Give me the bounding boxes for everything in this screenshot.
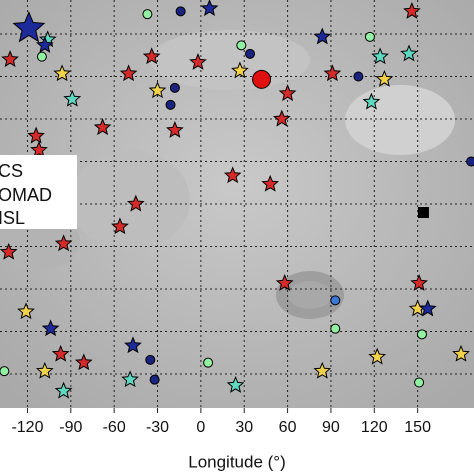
- star-marker: [418, 299, 437, 317]
- star-marker: [51, 344, 70, 362]
- x-tick-label: -120: [11, 419, 43, 436]
- star-marker: [142, 47, 161, 65]
- legend-label: CS: [0, 161, 23, 181]
- star-marker: [362, 92, 381, 110]
- star-marker: [313, 361, 332, 379]
- star-marker: [35, 35, 54, 53]
- star-marker: [226, 376, 245, 393]
- x-tick-label: -30: [146, 419, 169, 436]
- star-marker: [200, 0, 219, 17]
- star-marker: [35, 361, 54, 379]
- circle-marker: [203, 357, 214, 368]
- star-marker: [12, 10, 46, 43]
- star-marker: [410, 273, 428, 291]
- x-tick-label: 0: [196, 419, 205, 436]
- circle-marker: [142, 9, 153, 20]
- star-marker: [403, 2, 421, 19]
- circle-marker: [414, 377, 425, 388]
- circle-marker: [416, 329, 427, 340]
- star-marker: [371, 47, 389, 65]
- x-tick-label: -60: [103, 419, 126, 436]
- circle-marker: [353, 71, 364, 82]
- star-marker: [313, 27, 332, 45]
- legend: CS OMAD ISL: [0, 155, 77, 229]
- star-marker: [261, 174, 280, 192]
- grid: [0, 0, 474, 408]
- circle-marker: [0, 366, 10, 377]
- star-marker: [17, 302, 35, 320]
- x-axis-label: Longitude (°): [188, 452, 286, 471]
- circle-marker: [175, 6, 186, 17]
- star-marker: [119, 64, 138, 82]
- star-marker: [74, 353, 93, 371]
- circle-marker: [165, 99, 176, 110]
- x-tick-label: 30: [235, 419, 253, 436]
- star-marker: [1, 50, 19, 68]
- star-marker: [27, 126, 45, 144]
- circle-marker: [145, 354, 156, 365]
- circle-marker: [466, 156, 474, 167]
- star-marker: [452, 344, 470, 362]
- star-marker: [0, 242, 18, 260]
- star-marker: [63, 89, 82, 107]
- markers: [0, 0, 474, 399]
- star-marker: [375, 69, 394, 87]
- x-tick-label: 150: [404, 419, 431, 436]
- star-marker: [41, 319, 60, 337]
- square-marker: [417, 207, 429, 218]
- star-marker: [54, 234, 73, 252]
- circle-marker: [149, 374, 160, 385]
- star-marker: [223, 166, 242, 184]
- circle-marker: [252, 69, 272, 89]
- star-marker: [111, 217, 129, 235]
- star-marker: [275, 273, 294, 291]
- x-tick-label: -90: [59, 419, 82, 436]
- star-marker: [272, 109, 291, 127]
- star-marker: [323, 64, 342, 82]
- star-marker: [278, 84, 297, 102]
- legend-label: ISL: [0, 208, 25, 228]
- circle-marker: [236, 40, 247, 51]
- star-marker: [189, 52, 207, 70]
- circle-marker: [364, 31, 375, 42]
- legend-box: [0, 155, 77, 229]
- star-marker: [30, 140, 48, 158]
- star-marker: [124, 336, 142, 354]
- star-marker: [231, 61, 249, 79]
- star-marker: [400, 44, 418, 62]
- star-marker: [368, 347, 387, 365]
- circle-marker: [169, 82, 180, 93]
- star-marker: [54, 381, 73, 399]
- legend-label: OMAD: [0, 185, 52, 205]
- star-marker: [166, 121, 184, 138]
- circle-marker: [245, 48, 256, 59]
- x-tick-label: 120: [361, 419, 388, 436]
- star-marker: [148, 81, 167, 99]
- star-marker: [53, 64, 71, 82]
- star-marker: [93, 118, 112, 136]
- circle-marker: [36, 51, 47, 62]
- x-tick-label: 60: [279, 419, 297, 436]
- star-marker: [121, 370, 139, 388]
- x-axis: -120 -90 -60 -30 0 30 60 90 120 150: [11, 408, 431, 436]
- x-tick-label: 90: [322, 419, 340, 436]
- star-marker: [126, 194, 145, 212]
- circle-marker: [330, 295, 341, 306]
- circle-marker: [330, 323, 341, 334]
